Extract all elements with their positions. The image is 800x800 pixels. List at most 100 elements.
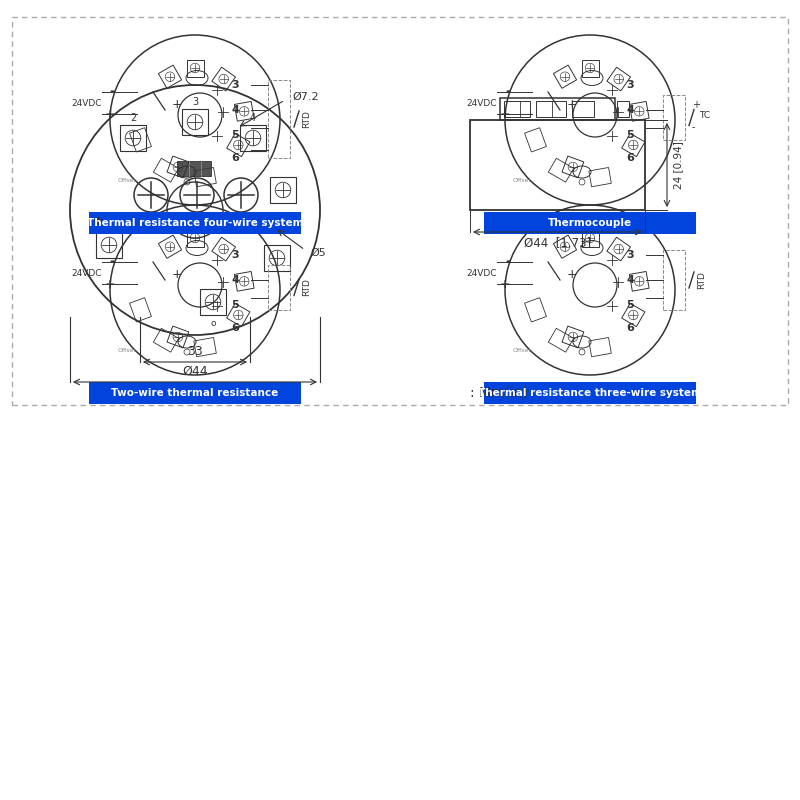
Text: 3: 3 [626,250,634,260]
Text: 3: 3 [231,80,239,90]
Bar [630,102,649,121]
Bar [182,109,208,135]
Text: +: + [172,267,182,281]
Text: 4: 4 [250,113,256,123]
Text: Thermal resistance four-wire system: Thermal resistance four-wire system [86,218,303,228]
Bar [504,101,530,117]
Bar [562,326,584,348]
Text: 4: 4 [626,105,634,115]
Bar [607,238,630,261]
Text: 6: 6 [231,153,239,163]
Bar [525,298,546,322]
Text: -: - [110,255,115,269]
Bar [264,245,290,271]
Bar [158,65,182,88]
Bar [562,156,584,178]
Bar [572,101,594,117]
Bar [470,120,645,210]
Text: +: + [499,278,510,290]
Bar [226,134,250,157]
Text: +: + [499,107,510,121]
Bar [525,128,546,152]
Text: RTD: RTD [697,271,706,289]
Bar [154,328,178,352]
Text: 24 [0.94]: 24 [0.94] [673,141,683,189]
Text: 5: 5 [626,130,634,140]
Bar [130,298,151,322]
Text: 5: 5 [231,130,239,140]
Text: 4: 4 [231,275,239,285]
Text: 24VDC: 24VDC [466,98,497,107]
Text: Thermocouple: Thermocouple [548,218,632,228]
Text: 24VDC: 24VDC [466,269,497,278]
Bar [663,250,685,310]
Bar [617,101,629,117]
Text: TC: TC [699,111,710,120]
Bar [177,161,211,176]
Text: Ø44  [1.73]: Ø44 [1.73] [524,236,591,249]
Text: 24VDC: 24VDC [71,98,102,107]
Bar [589,167,611,186]
Bar [554,235,577,258]
Text: Ø5: Ø5 [310,248,326,258]
Text: Offset: Offset [513,348,531,353]
Bar [212,67,235,91]
Text: Two-wire thermal resistance: Two-wire thermal resistance [111,388,278,398]
Text: -: - [110,86,115,98]
Text: : Mm(in): : Mm(in) [470,385,528,399]
Bar [200,289,226,315]
Text: o: o [210,318,216,327]
Text: 4: 4 [626,275,634,285]
Bar [12,17,788,405]
Bar [194,167,216,186]
Text: 3: 3 [626,80,634,90]
Text: 24VDC: 24VDC [71,269,102,278]
Text: +: + [692,101,700,110]
Text: -: - [692,122,695,133]
Bar [268,265,290,310]
Bar [630,271,649,291]
Text: +: + [104,278,115,290]
Text: 2: 2 [130,113,136,123]
Bar [589,338,611,357]
Bar [226,303,250,326]
Bar [167,156,189,178]
Bar [582,59,598,77]
Bar [186,59,203,77]
Bar [582,230,598,246]
Bar [154,158,178,182]
Text: RTD: RTD [302,110,311,128]
Text: 3: 3 [231,250,239,260]
Bar [268,80,290,158]
Text: Offset: Offset [118,348,137,353]
Bar [484,212,696,234]
Bar [234,102,254,121]
Text: -: - [505,255,510,269]
Text: 33: 33 [187,345,203,358]
Text: Offset: Offset [513,178,531,183]
Bar [622,303,645,326]
Bar [607,67,630,91]
Text: -: - [505,86,510,98]
Text: 4: 4 [231,105,239,115]
Text: Thermal resistance three-wire system: Thermal resistance three-wire system [478,388,702,398]
Bar [554,65,577,88]
Bar [548,158,574,182]
Text: 5: 5 [231,300,239,310]
Text: Ø44: Ø44 [182,365,208,378]
Text: RTD: RTD [302,278,311,297]
Text: Offset: Offset [118,178,137,183]
Text: +: + [566,267,578,281]
Bar [536,101,566,117]
Text: Ø7.2: Ø7.2 [292,92,318,102]
Bar [130,128,151,152]
Bar [212,238,235,261]
Text: 5: 5 [626,300,634,310]
Text: ✦: ✦ [93,215,103,229]
Text: +: + [566,98,578,110]
Bar [234,271,254,291]
Bar [548,328,574,352]
Bar [120,125,146,151]
Bar [484,382,696,404]
Bar [186,230,203,246]
